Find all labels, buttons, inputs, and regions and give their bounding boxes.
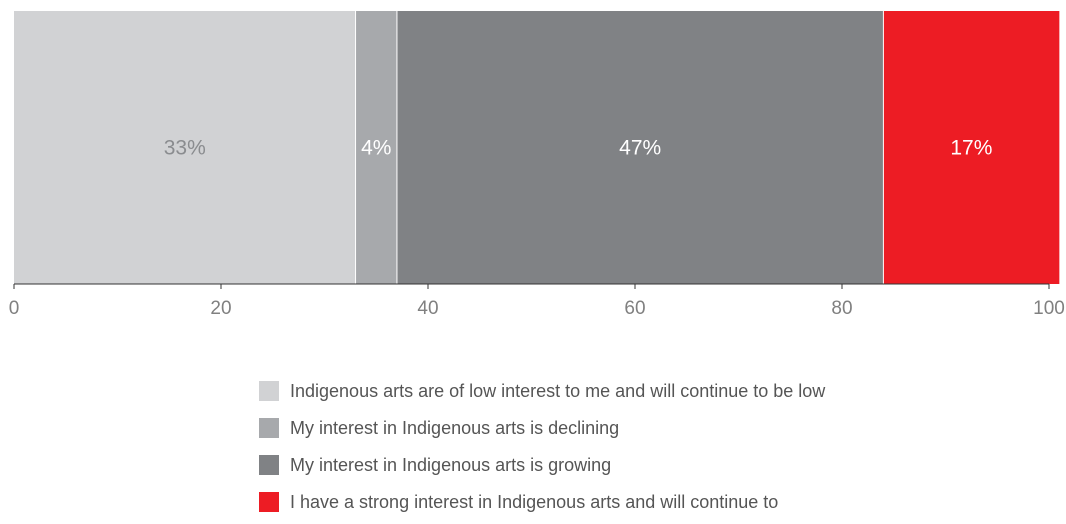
- legend: Indigenous arts are of low interest to m…: [259, 381, 826, 512]
- legend-label-0: Indigenous arts are of low interest to m…: [290, 381, 826, 401]
- bar-segment-3: [883, 11, 1060, 284]
- bar-segment-0: [14, 11, 356, 284]
- bar-segments: 33% 4% 47% 17%: [14, 11, 1060, 284]
- bar-segment-2: [396, 11, 884, 284]
- data-label-3: 17%: [950, 137, 992, 160]
- x-tick-label-0: 0: [9, 298, 20, 319]
- data-label-1: 4%: [361, 137, 391, 160]
- x-tick-label-3: 60: [624, 298, 645, 319]
- data-label-2: 47%: [619, 137, 661, 160]
- data-label-0: 33%: [164, 137, 206, 160]
- x-tick-label-2: 40: [417, 298, 438, 319]
- bar-segment-1: [355, 11, 397, 284]
- x-tick-label-5: 100: [1033, 298, 1065, 319]
- legend-label-1: My interest in Indigenous arts is declin…: [290, 418, 619, 438]
- x-tick-label-1: 20: [210, 298, 231, 319]
- legend-label-2: My interest in Indigenous arts is growin…: [290, 455, 611, 475]
- legend-label-3: I have a strong interest in Indigenous a…: [290, 492, 778, 512]
- legend-swatch-0: [259, 381, 279, 401]
- legend-swatch-3: [259, 492, 279, 512]
- x-tick-label-4: 80: [831, 298, 852, 319]
- legend-swatch-2: [259, 455, 279, 475]
- x-axis: 0 20 40 60 80 100: [9, 283, 1065, 319]
- legend-swatch-1: [259, 418, 279, 438]
